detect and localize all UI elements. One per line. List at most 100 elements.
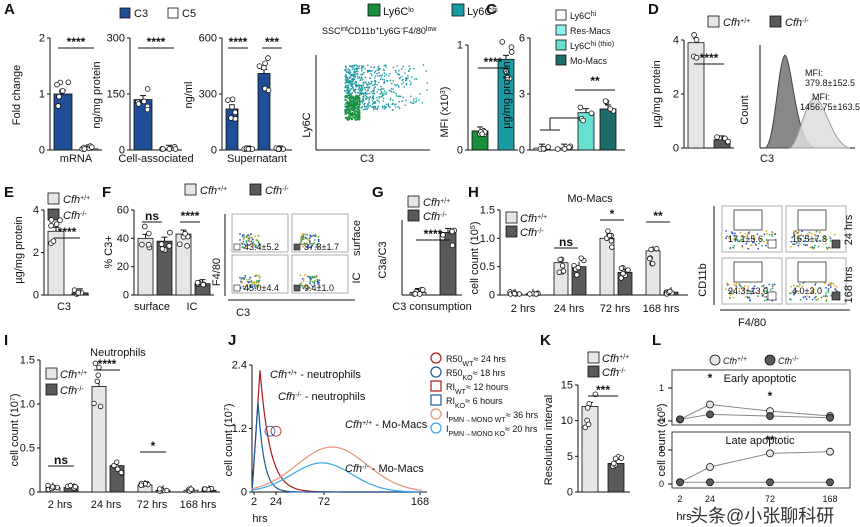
h-flow-event <box>763 240 765 243</box>
f-flow-event <box>249 276 252 279</box>
l-x-axis-label: hrs <box>676 511 692 523</box>
b-flow-event <box>365 82 368 85</box>
h-flow-event <box>825 238 828 241</box>
a-legend-label: C5 <box>182 8 196 20</box>
h-flow-event <box>815 298 818 301</box>
h-flow-event <box>796 232 799 234</box>
h-flow-event <box>765 233 768 235</box>
b-flow-event <box>405 77 407 79</box>
h-flow-event <box>735 282 738 285</box>
l-y-tick-label: 0 <box>659 416 664 426</box>
b-flow-event <box>356 115 359 118</box>
h-flow-event <box>742 288 745 291</box>
b-flow-event <box>345 116 348 119</box>
h-flow-event <box>746 289 749 292</box>
h-x-tick-label: 24 hrs <box>554 303 585 315</box>
f-flow-event <box>305 287 308 290</box>
b-flow-event <box>371 74 373 77</box>
f-flow-event <box>306 233 309 236</box>
b-flow-event <box>396 65 398 67</box>
panel-letter-i: I <box>4 332 8 349</box>
f-flow-event <box>300 237 303 239</box>
b-flow-event <box>354 111 356 114</box>
f-flow-event <box>250 237 252 240</box>
b-flow-event <box>408 65 410 68</box>
i-y-tick-label: 0 <box>29 487 35 499</box>
label-part: -/- <box>362 464 369 471</box>
b-flow-event <box>356 110 358 113</box>
b-flow-event <box>344 77 347 79</box>
h-flow-event <box>806 233 809 235</box>
b-flow-event <box>350 101 352 103</box>
h-flow-event <box>732 296 735 299</box>
b-flow-event <box>351 80 354 83</box>
label-part: -/- <box>537 228 544 235</box>
j-curve-label: Cfh-/- - Mo-Macs <box>345 463 424 475</box>
b-sig-label: **** <box>484 55 503 69</box>
panel-letter-b: B <box>300 1 311 18</box>
f-data-point <box>158 241 165 247</box>
f-flow-event <box>300 243 303 246</box>
h-legend-label: Cfh+/+ <box>520 213 547 225</box>
b-flow-event <box>373 87 375 89</box>
label-part: 7 <box>10 397 17 401</box>
i-legend-label: Cfh-/- <box>60 385 84 397</box>
f-flow-event <box>251 285 253 288</box>
h-flow-event <box>748 296 751 299</box>
b-flow-event <box>376 96 378 99</box>
j-y-tick-label: 1.2 <box>232 423 247 435</box>
h-flow-event <box>814 284 817 286</box>
b-flow-event <box>366 97 369 99</box>
label-part: 5 <box>470 225 477 229</box>
a-data-point <box>275 146 282 152</box>
b-flow-event <box>357 70 359 73</box>
b-flow-event <box>357 85 359 87</box>
h-y-tick-label: 1.5 <box>480 205 495 217</box>
a-y-tick-label: 1 <box>39 89 45 101</box>
h-flow-event <box>811 246 814 248</box>
panel-letter-l: L <box>652 332 661 349</box>
h-flow-event <box>769 289 772 291</box>
f-flow-x-label: C3 <box>236 307 250 319</box>
f-flow-genotype-box <box>233 243 241 251</box>
label-part: Res-Macs <box>570 26 611 36</box>
h-flow-event <box>829 247 832 249</box>
f-flow-event <box>301 233 304 235</box>
h-flow-event <box>746 240 748 243</box>
h-flow-event <box>801 230 803 233</box>
g-data-point <box>440 232 446 238</box>
a-x-axis-label: mRNA <box>60 153 93 165</box>
i-data-point <box>49 484 56 490</box>
f-flow-event <box>248 240 251 242</box>
h-flow-event <box>825 298 828 301</box>
label-part: -/- <box>282 186 289 193</box>
f-flow-event <box>254 287 257 289</box>
b-flow-event <box>382 100 385 102</box>
a-data-point <box>265 55 271 61</box>
b-flow-event <box>356 96 359 99</box>
h-flow-event <box>807 238 810 241</box>
label-part: hi (thio) <box>591 41 614 48</box>
a-data-point <box>144 106 151 113</box>
b-flow-event <box>408 69 411 71</box>
b-flow-event <box>402 81 405 84</box>
b-flow-event <box>376 91 379 93</box>
b-flow-event <box>372 89 375 91</box>
f-flow-event <box>254 235 257 238</box>
a-data-point <box>172 146 179 152</box>
b-flow-event <box>345 79 348 81</box>
b-flow-event <box>345 96 348 99</box>
b-flow-event <box>346 100 349 103</box>
h-flow-percent: 15.5±7.8 <box>792 234 827 244</box>
l-x-tick-label: 2 <box>677 494 682 504</box>
h-flow-event <box>737 240 739 243</box>
f-data-point <box>141 223 148 230</box>
d-data-point <box>714 134 720 140</box>
b-flow-event <box>364 105 366 108</box>
f-flow-event <box>317 235 320 238</box>
b-flow-event <box>398 69 400 72</box>
b-flow-event <box>395 95 398 97</box>
f-flow-genotype-box <box>233 284 241 292</box>
b-flow-event <box>392 109 394 111</box>
